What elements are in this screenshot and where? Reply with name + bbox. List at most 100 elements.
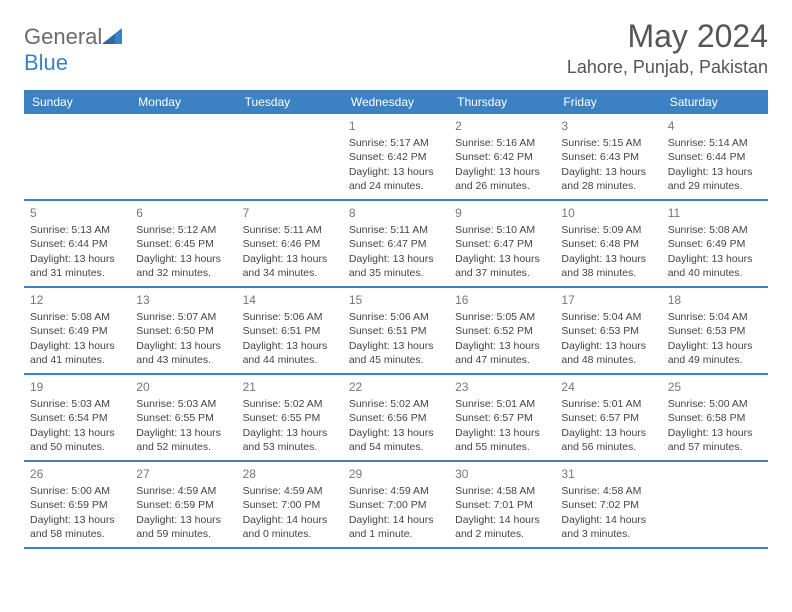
day-cell: 3 Sunrise: 5:15 AMSunset: 6:43 PMDaylight… (555, 114, 661, 199)
daylight-text: Daylight: 13 hours and 44 minutes. (243, 339, 337, 367)
sunrise-text: Sunrise: 5:06 AM (243, 310, 337, 324)
day-cell: 8Sunrise: 5:11 AMSunset: 6:47 PMDaylight… (343, 201, 449, 286)
daylight-text: Daylight: 13 hours and 54 minutes. (349, 426, 443, 454)
day-cell: 15Sunrise: 5:06 AMSunset: 6:51 PMDayligh… (343, 288, 449, 373)
day-number: 13 (136, 292, 230, 308)
sunrise-text: Sunrise: 5:00 AM (30, 484, 124, 498)
sunrise-text: Sunrise: 5:02 AM (243, 397, 337, 411)
day-cell: 17Sunrise: 5:04 AMSunset: 6:53 PMDayligh… (555, 288, 661, 373)
day-cell: 21Sunrise: 5:02 AMSunset: 6:55 PMDayligh… (237, 375, 343, 460)
daylight-text: Daylight: 13 hours and 29 minutes. (668, 165, 762, 193)
day-number: 16 (455, 292, 549, 308)
sunrise-text: Sunrise: 5:02 AM (349, 397, 443, 411)
dow-cell: Tuesday (237, 90, 343, 114)
day-number: 2 (455, 118, 549, 134)
sunrise-text: Sunrise: 5:01 AM (561, 397, 655, 411)
sunset-text: Sunset: 6:55 PM (136, 411, 230, 425)
day-cell: 11Sunrise: 5:08 AMSunset: 6:49 PMDayligh… (662, 201, 768, 286)
day-cell: 7Sunrise: 5:11 AMSunset: 6:46 PMDaylight… (237, 201, 343, 286)
sunset-text: Sunset: 6:53 PM (561, 324, 655, 338)
sunset-text: Sunset: 6:53 PM (668, 324, 762, 338)
day-cell: 27Sunrise: 4:59 AMSunset: 6:59 PMDayligh… (130, 462, 236, 547)
day-of-week-header: Sunday Monday Tuesday Wednesday Thursday… (24, 90, 768, 114)
day-number: 20 (136, 379, 230, 395)
sunrise-text: Sunrise: 5:16 AM (455, 136, 549, 150)
day-cell: 14Sunrise: 5:06 AMSunset: 6:51 PMDayligh… (237, 288, 343, 373)
day-number: 15 (349, 292, 443, 308)
day-cell: 9Sunrise: 5:10 AMSunset: 6:47 PMDaylight… (449, 201, 555, 286)
brand-part2: Blue (24, 50, 68, 75)
sunset-text: Sunset: 6:47 PM (455, 237, 549, 251)
daylight-text: Daylight: 13 hours and 31 minutes. (30, 252, 124, 280)
sunrise-text: Sunrise: 5:04 AM (561, 310, 655, 324)
dow-cell: Wednesday (343, 90, 449, 114)
sunset-text: Sunset: 6:44 PM (30, 237, 124, 251)
day-number: 3 (561, 118, 655, 134)
dow-cell: Sunday (24, 90, 130, 114)
sunrise-text: Sunrise: 5:00 AM (668, 397, 762, 411)
daylight-text: Daylight: 13 hours and 41 minutes. (30, 339, 124, 367)
day-cell: 31 Sunrise: 4:58 AMSunset: 7:02 PMDayligh… (555, 462, 661, 547)
daylight-text: Daylight: 13 hours and 58 minutes. (30, 513, 124, 541)
week-row: 12Sunrise: 5:08 AMSunset: 6:49 PMDayligh… (24, 288, 768, 375)
sunset-text: Sunset: 6:56 PM (349, 411, 443, 425)
day-number: 8 (349, 205, 443, 221)
dow-cell: Friday (555, 90, 661, 114)
brand-part1: General (24, 24, 102, 49)
day-cell: 23Sunrise: 5:01 AMSunset: 6:57 PMDayligh… (449, 375, 555, 460)
daylight-text: Daylight: 13 hours and 45 minutes. (349, 339, 443, 367)
day-number: 31 (561, 466, 655, 482)
day-cell: 26Sunrise: 5:00 AMSunset: 6:59 PMDayligh… (24, 462, 130, 547)
sunset-text: Sunset: 6:57 PM (561, 411, 655, 425)
brand-logo: GeneralBlue (24, 18, 122, 76)
daylight-text: Daylight: 13 hours and 28 minutes. (561, 165, 655, 193)
sunset-text: Sunset: 6:50 PM (136, 324, 230, 338)
day-number: 4 (668, 118, 762, 134)
daylight-text: Daylight: 13 hours and 55 minutes. (455, 426, 549, 454)
daylight-text: Daylight: 13 hours and 40 minutes. (668, 252, 762, 280)
day-cell: 22Sunrise: 5:02 AMSunset: 6:56 PMDayligh… (343, 375, 449, 460)
sunrise-text: Sunrise: 5:08 AM (30, 310, 124, 324)
sunset-text: Sunset: 6:49 PM (668, 237, 762, 251)
sunset-text: Sunset: 6:58 PM (668, 411, 762, 425)
day-cell: 18Sunrise: 5:04 AMSunset: 6:53 PMDayligh… (662, 288, 768, 373)
daylight-text: Daylight: 13 hours and 24 minutes. (349, 165, 443, 193)
sunrise-text: Sunrise: 4:58 AM (561, 484, 655, 498)
sunrise-text: Sunrise: 5:09 AM (561, 223, 655, 237)
daylight-text: Daylight: 14 hours and 2 minutes. (455, 513, 549, 541)
sunrise-text: Sunrise: 5:17 AM (349, 136, 443, 150)
day-cell: 20Sunrise: 5:03 AMSunset: 6:55 PMDayligh… (130, 375, 236, 460)
daylight-text: Daylight: 14 hours and 3 minutes. (561, 513, 655, 541)
daylight-text: Daylight: 13 hours and 34 minutes. (243, 252, 337, 280)
daylight-text: Daylight: 13 hours and 32 minutes. (136, 252, 230, 280)
daylight-text: Daylight: 13 hours and 53 minutes. (243, 426, 337, 454)
day-cell: 16Sunrise: 5:05 AMSunset: 6:52 PMDayligh… (449, 288, 555, 373)
dow-cell: Saturday (662, 90, 768, 114)
sunset-text: Sunset: 6:49 PM (30, 324, 124, 338)
sunset-text: Sunset: 6:59 PM (136, 498, 230, 512)
day-cell: 24Sunrise: 5:01 AMSunset: 6:57 PMDayligh… (555, 375, 661, 460)
location-text: Lahore, Punjab, Pakistan (567, 57, 768, 78)
calendar-grid: 1Sunrise: 5:17 AMSunset: 6:42 PMDaylight… (24, 114, 768, 549)
sunrise-text: Sunrise: 5:11 AM (349, 223, 443, 237)
calendar-page: GeneralBlue May 2024 Lahore, Punjab, Pak… (0, 0, 792, 559)
day-number: 7 (243, 205, 337, 221)
sunset-text: Sunset: 7:02 PM (561, 498, 655, 512)
day-number: 10 (561, 205, 655, 221)
daylight-text: Daylight: 13 hours and 37 minutes. (455, 252, 549, 280)
day-cell: 28Sunrise: 4:59 AMSunset: 7:00 PMDayligh… (237, 462, 343, 547)
week-row: 5Sunrise: 5:13 AMSunset: 6:44 PMDaylight… (24, 201, 768, 288)
day-number: 29 (349, 466, 443, 482)
sunrise-text: Sunrise: 5:05 AM (455, 310, 549, 324)
sunrise-text: Sunrise: 5:15 AM (561, 136, 655, 150)
day-cell: 2Sunrise: 5:16 AMSunset: 6:42 PMDaylight… (449, 114, 555, 199)
day-number: 11 (668, 205, 762, 221)
sunset-text: Sunset: 6:43 PM (561, 150, 655, 164)
day-cell: 10Sunrise: 5:09 AMSunset: 6:48 PMDayligh… (555, 201, 661, 286)
daylight-text: Daylight: 13 hours and 48 minutes. (561, 339, 655, 367)
sunset-text: Sunset: 6:51 PM (349, 324, 443, 338)
day-number: 25 (668, 379, 762, 395)
day-number: 28 (243, 466, 337, 482)
daylight-text: Daylight: 13 hours and 26 minutes. (455, 165, 549, 193)
day-number: 9 (455, 205, 549, 221)
